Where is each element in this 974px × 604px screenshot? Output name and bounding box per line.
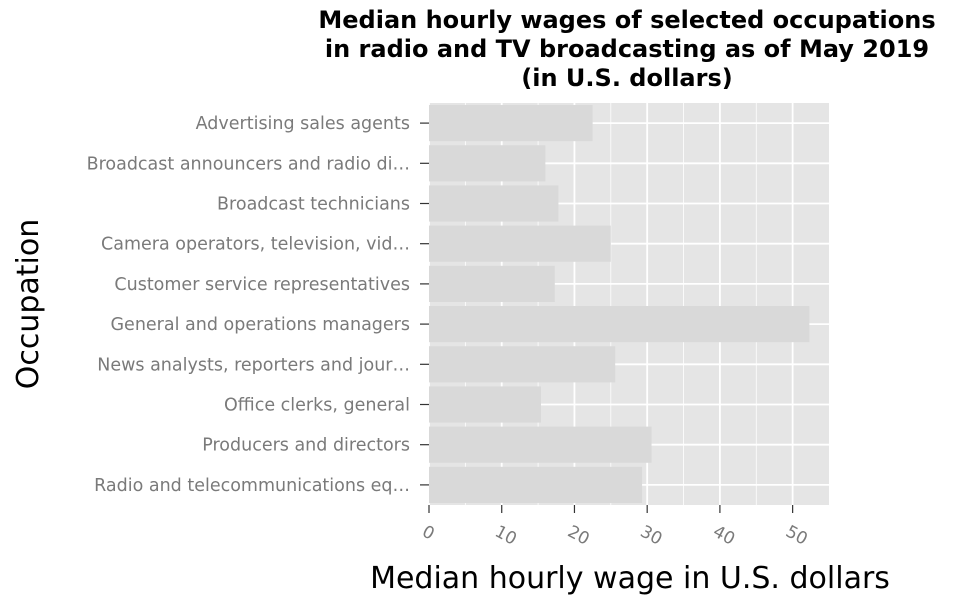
y-tick-label: Advertising sales agents bbox=[196, 114, 410, 134]
chart-title: Median hourly wages of selected occupati… bbox=[280, 6, 974, 93]
chart-title-line-3: (in U.S. dollars) bbox=[521, 64, 733, 92]
y-axis-title: Occupation bbox=[11, 219, 46, 390]
y-tick-label: Camera operators, television, vid… bbox=[101, 235, 410, 255]
y-tick-label: Broadcast technicians bbox=[217, 195, 410, 215]
x-tick-label: 0 bbox=[419, 522, 438, 545]
bar bbox=[429, 185, 559, 222]
y-axis-ticks: Advertising sales agents Broadcast announ… bbox=[87, 114, 429, 496]
bar bbox=[429, 346, 616, 383]
x-tick-label: 10 bbox=[491, 522, 519, 550]
y-tick-label: Broadcast announcers and radio di… bbox=[87, 154, 410, 174]
bar bbox=[429, 265, 555, 302]
bar bbox=[429, 466, 643, 503]
y-tick-label: Customer service representatives bbox=[114, 275, 410, 295]
bar bbox=[429, 145, 546, 182]
bar bbox=[429, 105, 593, 142]
y-tick-label: Radio and telecommunications eq… bbox=[94, 476, 410, 496]
y-tick-label: News analysts, reporters and jour… bbox=[97, 355, 410, 375]
bar bbox=[429, 306, 810, 343]
x-axis-title: Median hourly wage in U.S. dollars bbox=[370, 561, 890, 596]
bar bbox=[429, 386, 541, 423]
y-tick-label: General and operations managers bbox=[111, 315, 411, 335]
chart-title-line-1: Median hourly wages of selected occupati… bbox=[318, 6, 936, 34]
y-tick-label: Office clerks, general bbox=[224, 396, 410, 416]
bar bbox=[429, 225, 611, 262]
bars bbox=[429, 105, 810, 503]
y-tick-label: Producers and directors bbox=[202, 436, 410, 456]
x-axis-ticks: 0 10 20 30 40 50 bbox=[419, 505, 811, 550]
x-tick-label: 30 bbox=[637, 522, 665, 550]
chart-title-line-2: in radio and TV broadcasting as of May 2… bbox=[324, 35, 930, 63]
x-tick-label: 50 bbox=[782, 522, 810, 550]
x-tick-label: 20 bbox=[564, 522, 592, 550]
bar bbox=[429, 426, 652, 463]
x-tick-label: 40 bbox=[710, 522, 738, 550]
